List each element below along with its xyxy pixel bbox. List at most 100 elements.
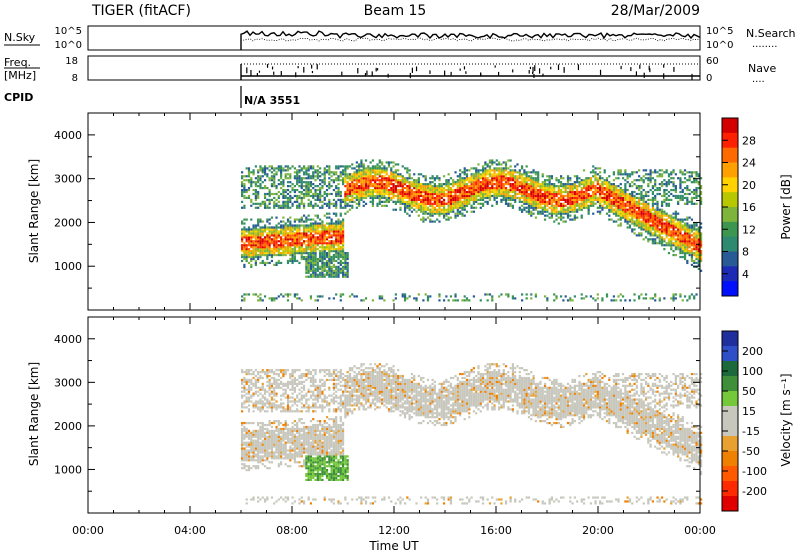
data-cell xyxy=(275,240,278,243)
data-cell xyxy=(392,299,395,302)
data-cell xyxy=(472,194,475,198)
data-cell xyxy=(550,188,554,192)
data-cell xyxy=(672,171,675,174)
data-cell xyxy=(644,230,648,233)
data-cell xyxy=(367,165,370,168)
nave-point xyxy=(295,72,297,78)
data-cell xyxy=(309,275,313,278)
data-cell xyxy=(670,246,673,249)
data-cell xyxy=(686,196,689,200)
data-cell xyxy=(364,183,368,186)
data-cell xyxy=(289,238,292,241)
data-cell xyxy=(371,198,375,202)
data-cell xyxy=(681,234,684,237)
data-cell xyxy=(259,179,262,182)
data-cell xyxy=(640,293,643,296)
data-cell xyxy=(291,186,294,190)
data-cell xyxy=(241,194,244,198)
data-cell xyxy=(392,179,395,182)
data-cell xyxy=(693,232,696,235)
data-cell xyxy=(642,206,645,209)
data-cell xyxy=(681,171,684,174)
colorbar-tick-label: 4 xyxy=(742,268,749,281)
data-cell xyxy=(339,204,342,207)
data-cell xyxy=(463,169,466,172)
data-cell xyxy=(603,198,606,202)
data-cell xyxy=(335,186,338,190)
data-cell xyxy=(302,181,306,184)
data-cell xyxy=(266,220,269,223)
data-cell xyxy=(241,449,244,452)
data-cell xyxy=(573,198,576,202)
data-cell xyxy=(358,202,361,205)
data-cell xyxy=(667,179,671,182)
data-cell xyxy=(401,185,404,188)
data-cell xyxy=(442,194,446,198)
data-cell xyxy=(624,188,627,192)
data-cell xyxy=(546,179,549,182)
data-cell xyxy=(679,181,682,184)
data-cell xyxy=(566,186,570,190)
data-cell xyxy=(442,198,446,202)
data-cell xyxy=(681,242,684,245)
data-cell xyxy=(548,216,551,219)
data-cell xyxy=(596,293,599,296)
data-cell xyxy=(658,216,661,219)
data-cell xyxy=(610,202,613,205)
data-cell xyxy=(486,293,489,296)
data-cell xyxy=(504,188,508,192)
data-cell xyxy=(305,257,308,261)
data-cell xyxy=(656,224,659,227)
data-cell xyxy=(700,240,703,243)
data-cell xyxy=(518,175,521,178)
data-cell xyxy=(241,299,244,302)
data-cell xyxy=(647,206,650,209)
data-cell xyxy=(273,244,276,247)
data-cell xyxy=(642,196,645,200)
data-cell xyxy=(307,255,310,259)
data-cell xyxy=(387,200,391,203)
data-cell xyxy=(330,192,333,196)
data-cell xyxy=(358,192,361,196)
data-cell xyxy=(302,165,306,168)
data-cell xyxy=(605,185,609,188)
data-cell xyxy=(465,185,469,188)
data-cell xyxy=(371,202,375,205)
data-cell xyxy=(658,228,661,231)
data-cell xyxy=(527,208,531,211)
data-cell xyxy=(452,202,455,205)
data-cell xyxy=(654,299,657,302)
data-cell xyxy=(387,188,391,192)
data-cell xyxy=(610,208,613,211)
data-cell xyxy=(654,214,657,217)
data-cell xyxy=(406,196,409,200)
data-cell xyxy=(403,183,407,186)
data-cell xyxy=(286,185,290,188)
data-cell xyxy=(560,198,563,202)
data-cell xyxy=(307,259,310,263)
data-cell xyxy=(270,228,274,231)
data-cell xyxy=(328,216,331,219)
data-cell xyxy=(672,242,675,245)
data-cell xyxy=(589,171,593,174)
data-cell xyxy=(679,234,682,237)
data-cell xyxy=(651,218,655,221)
data-cell xyxy=(367,171,370,174)
data-cell xyxy=(486,202,489,205)
data-cell xyxy=(564,198,567,202)
data-cell xyxy=(406,167,409,170)
data-cell xyxy=(615,214,618,217)
data-cell xyxy=(431,214,434,217)
data-cell xyxy=(670,177,673,180)
data-cell xyxy=(594,185,597,188)
data-cell xyxy=(571,198,574,202)
data-cell xyxy=(660,220,664,223)
data-cell xyxy=(633,293,636,296)
nave-point xyxy=(635,71,638,76)
nave-point xyxy=(266,64,269,68)
data-cell xyxy=(638,169,641,172)
data-cell xyxy=(700,196,703,200)
data-cell xyxy=(663,297,666,300)
data-cell xyxy=(319,200,322,203)
data-cell xyxy=(468,181,471,184)
